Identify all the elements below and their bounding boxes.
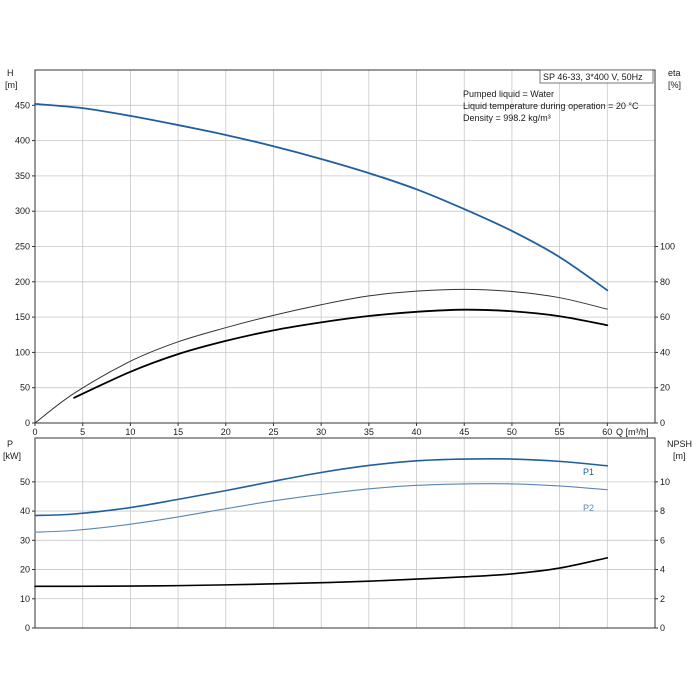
flow-tick-label: 15	[173, 427, 183, 437]
flow-tick-label: 10	[125, 427, 135, 437]
bottom-curve-p2	[34, 483, 608, 533]
flow-axis-label: Q [m³/h]	[616, 427, 649, 437]
bottom-right-tick-label: 2	[660, 594, 665, 604]
bottom-left-tick-label: 30	[20, 535, 30, 545]
info-pumped-liquid: Pumped liquid = Water	[463, 89, 554, 99]
npsh-axis-unit: [m]	[673, 451, 686, 461]
curves	[34, 102, 609, 588]
top-left-tick-label: 250	[15, 242, 30, 252]
bottom-right-tick-label: 6	[660, 535, 665, 545]
top-right-tick-label: 100	[660, 242, 675, 252]
flow-tick-label: 5	[80, 427, 85, 437]
p1-curve-label: P1	[583, 467, 594, 477]
bottom-curve-p1	[34, 457, 609, 517]
top-left-tick-label: 150	[15, 312, 30, 322]
flow-tick-label: 55	[555, 427, 565, 437]
bottom-right-tick-label: 4	[660, 565, 665, 575]
bottom-plot-frame	[34, 437, 656, 629]
model-box	[539, 69, 654, 84]
top-right-tick-label: 60	[660, 312, 670, 322]
npsh-axis-label: NPSH	[667, 439, 692, 449]
flow-tick-label: 25	[268, 427, 278, 437]
flow-tick-label: 35	[364, 427, 374, 437]
power-axis-label: P	[7, 439, 13, 449]
top-left-tick-label: 350	[15, 171, 30, 181]
model-label: SP 46-33, 3*400 V, 50Hz	[543, 72, 643, 82]
bottom-left-tick-label: 40	[20, 506, 30, 516]
bottom-right-tick-label: 8	[660, 506, 665, 516]
top-left-tick-label: 0	[25, 418, 30, 428]
grid-lines	[35, 70, 655, 628]
top-left-tick-label: 50	[20, 383, 30, 393]
top-right-tick-label: 40	[660, 347, 670, 357]
top-right-tick-label: 0	[660, 418, 665, 428]
flow-tick-label: 60	[602, 427, 612, 437]
top-curve-series-1	[34, 288, 608, 424]
power-axis-unit: [kW]	[3, 451, 21, 461]
top-left-tick-label: 450	[15, 100, 30, 110]
plot-frames	[34, 69, 656, 629]
top-curve-series-2	[73, 308, 609, 399]
flow-tick-label: 20	[221, 427, 231, 437]
bottom-left-tick-label: 10	[20, 594, 30, 604]
info-density: Density = 998.2 kg/m³	[463, 113, 551, 123]
info-liquid-temperature: Liquid temperature during operation = 20…	[463, 101, 639, 111]
bottom-left-tick-label: 50	[20, 477, 30, 487]
flow-tick-label: 50	[507, 427, 517, 437]
top-left-tick-label: 300	[15, 206, 30, 216]
top-left-tick-label: 200	[15, 277, 30, 287]
top-right-tick-label: 80	[660, 277, 670, 287]
flow-tick-label: 40	[412, 427, 422, 437]
eta-axis-label: eta	[668, 68, 681, 78]
bottom-curve-series-2	[34, 557, 609, 588]
bottom-right-tick-label: 0	[660, 623, 665, 633]
flow-tick-label: 30	[316, 427, 326, 437]
top-left-tick-label: 400	[15, 136, 30, 146]
top-curve-series-0	[34, 102, 609, 292]
top-right-tick-label: 20	[660, 383, 670, 393]
flow-tick-label: 0	[32, 427, 37, 437]
head-axis-label: H	[7, 68, 14, 78]
head-axis-unit: [m]	[5, 80, 18, 90]
bottom-left-tick-label: 0	[25, 623, 30, 633]
bottom-left-tick-label: 20	[20, 565, 30, 575]
p2-curve-label: P2	[583, 503, 594, 513]
bottom-right-tick-label: 10	[660, 477, 670, 487]
top-left-tick-label: 100	[15, 347, 30, 357]
tick-labels: 0501001502002503003504004500204060801000…	[15, 100, 675, 633]
flow-tick-label: 45	[459, 427, 469, 437]
eta-axis-unit: [%]	[668, 80, 681, 90]
